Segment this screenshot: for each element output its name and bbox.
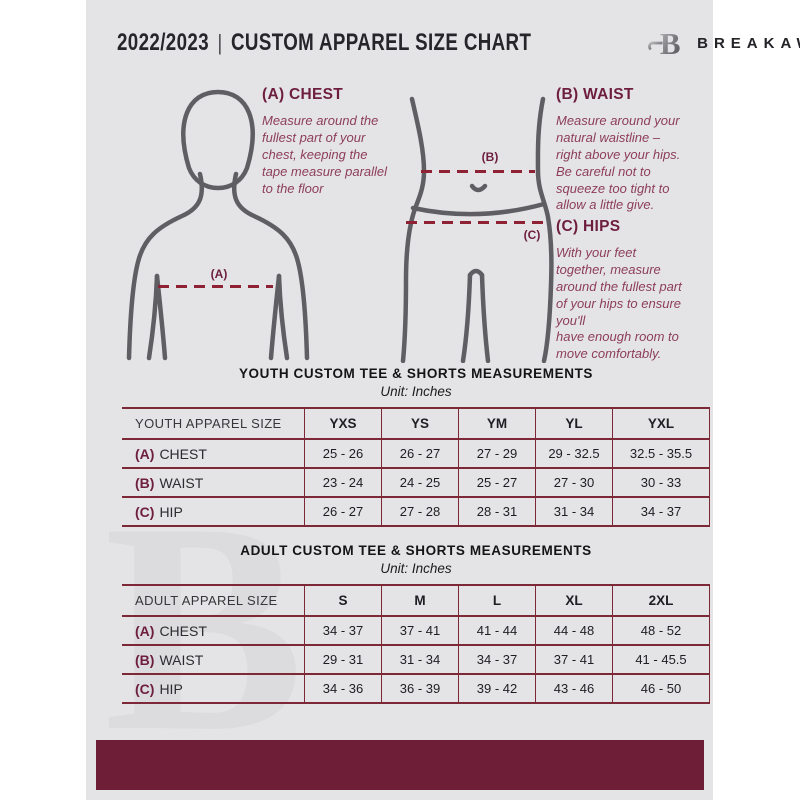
size-cell: 36 - 39 xyxy=(399,681,441,696)
size-cell: 41 - 45.5 xyxy=(635,652,687,667)
size-cell: 34 - 37 xyxy=(322,623,364,638)
column-header: S xyxy=(338,593,348,608)
size-cell: 28 - 31 xyxy=(476,504,518,519)
row-label: (A) CHEST xyxy=(122,617,304,646)
instruction-chest-text: Measure around the fullest part of your … xyxy=(262,113,388,196)
hips-line-label: (C) xyxy=(523,228,541,242)
size-cell: 30 - 33 xyxy=(640,475,682,490)
svg-text:B: B xyxy=(660,26,681,60)
page-header: 2022/2023 | CUSTOM APPAREL SIZE CHART B xyxy=(117,24,800,62)
waist-line-label: (B) xyxy=(481,150,499,164)
adult-table-title: ADULT CUSTOM TEE & SHORTS MEASUREMENTS xyxy=(240,543,592,558)
instruction-waist-heading: (B) WAIST xyxy=(556,86,634,103)
figure-lower-body xyxy=(400,96,554,363)
size-cell: 31 - 34 xyxy=(553,504,595,519)
header-season: 2022/2023 xyxy=(117,29,210,56)
instruction-waist-text: Measure around your natural waistline – … xyxy=(556,113,681,213)
size-cell: 31 - 34 xyxy=(399,652,441,667)
column-header: YL xyxy=(565,416,583,431)
column-header: XL xyxy=(565,593,583,608)
header-title-group: 2022/2023 | CUSTOM APPAREL SIZE CHART xyxy=(117,29,531,57)
row-label: (C) HIP xyxy=(122,675,304,704)
instruction-chest: (A) CHEST Measure around the fullest par… xyxy=(262,86,434,197)
column-header: YS xyxy=(410,416,429,431)
instruction-hips-text: With your feet together, measure around … xyxy=(556,245,682,362)
size-cell: 46 - 50 xyxy=(640,681,682,696)
header-divider: | xyxy=(217,30,223,55)
column-header: L xyxy=(492,593,502,608)
size-cell: 48 - 52 xyxy=(640,623,682,638)
instruction-chest-heading: (A) CHEST xyxy=(262,86,344,103)
brand-block: B BREAKAWAY xyxy=(648,26,800,60)
row-label: (B) WAIST xyxy=(122,469,304,498)
size-chart-page: B 2022/2023 | CUSTOM APPAREL SIZE CHART xyxy=(86,0,800,800)
hips-measurement-line xyxy=(406,221,548,224)
size-cell: 26 - 27 xyxy=(322,504,364,519)
adult-size-table: ADULT APPAREL SIZE S M L XL 2XL (A) CHEST… xyxy=(122,584,710,704)
row-label: (A) CHEST xyxy=(122,440,304,469)
column-header: M xyxy=(414,593,426,608)
size-cell: 25 - 26 xyxy=(322,446,364,461)
size-cell: 29 - 31 xyxy=(322,652,364,667)
size-cell: 26 - 27 xyxy=(399,446,441,461)
brand-watermark-letter: B xyxy=(104,461,305,793)
youth-table-title: YOUTH CUSTOM TEE & SHORTS MEASUREMENTS xyxy=(238,366,594,381)
size-cell: 23 - 24 xyxy=(322,475,364,490)
column-header: 2XL xyxy=(648,593,674,608)
instruction-waist: (B) WAIST Measure around your natural wa… xyxy=(556,86,711,214)
page-title: CUSTOM APPAREL SIZE CHART xyxy=(231,29,532,56)
size-cell: 39 - 42 xyxy=(476,681,518,696)
size-cell: 25 - 27 xyxy=(476,475,518,490)
size-cell: 27 - 28 xyxy=(399,504,441,519)
waist-measurement-line xyxy=(421,170,535,173)
figure-upper-body xyxy=(126,89,310,361)
size-cell: 37 - 41 xyxy=(399,623,441,638)
size-cell: 29 - 32.5 xyxy=(548,446,600,461)
column-header: YXL xyxy=(647,416,675,431)
adult-table-unit: Unit: Inches xyxy=(380,561,452,576)
size-cell: 32.5 - 35.5 xyxy=(629,446,693,461)
adult-table-label-header: ADULT APPAREL SIZE xyxy=(135,593,278,608)
size-cell: 24 - 25 xyxy=(399,475,441,490)
chest-measurement-line xyxy=(158,285,273,288)
column-header: YM xyxy=(486,416,508,431)
youth-table-section: YOUTH CUSTOM TEE & SHORTS MEASUREMENTS U… xyxy=(122,366,710,527)
brand-name: BREAKAWAY xyxy=(697,34,800,52)
size-cell: 44 - 48 xyxy=(553,623,595,638)
size-cell: 34 - 37 xyxy=(640,504,682,519)
adult-table-section: ADULT CUSTOM TEE & SHORTS MEASUREMENTS U… xyxy=(122,543,710,704)
size-cell: 37 - 41 xyxy=(553,652,595,667)
size-cell: 27 - 30 xyxy=(553,475,595,490)
youth-size-table: YOUTH APPAREL SIZE YXS YS YM YL YXL (A) C… xyxy=(122,407,710,527)
youth-table-unit: Unit: Inches xyxy=(380,384,452,399)
instruction-hips: (C) HIPS With your feet together, measur… xyxy=(556,218,718,363)
row-label: (C) HIP xyxy=(122,498,304,527)
row-label: (B) WAIST xyxy=(122,646,304,675)
youth-table-label-header: YOUTH APPAREL SIZE xyxy=(135,416,282,431)
chest-line-label: (A) xyxy=(210,267,228,281)
footer-accent-bar xyxy=(96,740,704,790)
size-cell: 27 - 29 xyxy=(476,446,518,461)
instruction-hips-heading: (C) HIPS xyxy=(556,218,621,235)
size-cell: 34 - 37 xyxy=(476,652,518,667)
breakaway-logo-icon: B xyxy=(648,26,681,60)
column-header: YXS xyxy=(329,416,357,431)
size-cell: 34 - 36 xyxy=(322,681,364,696)
size-cell: 43 - 46 xyxy=(553,681,595,696)
size-cell: 41 - 44 xyxy=(476,623,518,638)
